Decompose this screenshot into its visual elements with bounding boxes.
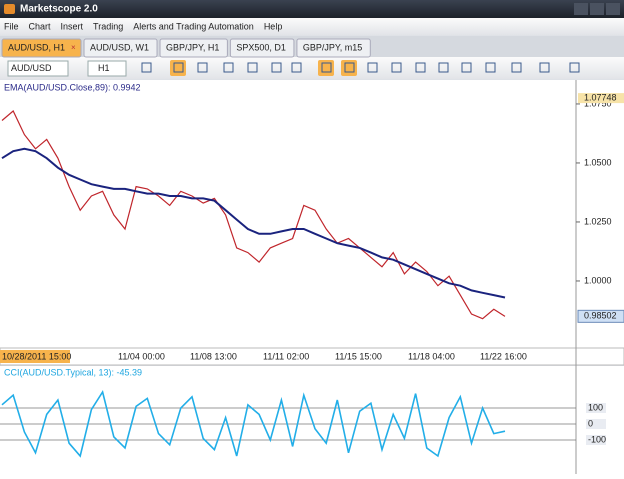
top-price-box xyxy=(578,93,624,104)
menu-item[interactable]: Chart xyxy=(29,21,52,31)
toolbar-icon xyxy=(321,62,332,73)
cci-plot xyxy=(0,366,576,474)
toolbar-icon xyxy=(173,62,184,73)
toolbar-icon xyxy=(197,62,208,73)
y-tick-label: 1.0000 xyxy=(584,275,612,285)
time-axis xyxy=(0,347,624,366)
menu-item[interactable]: Alerts and Trading Automation xyxy=(133,21,254,31)
symbol-combo[interactable] xyxy=(7,60,69,77)
toolbar-icon xyxy=(223,62,234,73)
maximize-button[interactable] xyxy=(590,3,604,15)
current-price-label: 0.98502 xyxy=(584,311,617,321)
start-date-box xyxy=(0,350,70,363)
title-bar xyxy=(0,0,624,18)
minimize-button[interactable] xyxy=(574,3,588,15)
cci-tick-label: 0 xyxy=(588,418,593,428)
toolbar-icon xyxy=(247,62,258,73)
period-value: H1 xyxy=(98,63,110,73)
y-tick-label: 1.0750 xyxy=(584,98,612,108)
cci-label: CCI(AUD/USD.Typical, 13): -45.39 xyxy=(4,367,142,377)
x-tick-label: 11/18 04:00 xyxy=(408,351,455,361)
toolbar-icon xyxy=(569,62,580,73)
ema-label: EMA(AUD/USD.Close,89): 0.9942 xyxy=(4,82,141,92)
x-tick-label: 10/28/2011 15:00 xyxy=(2,351,71,361)
toolbar-icon xyxy=(271,62,282,73)
tab[interactable] xyxy=(296,38,371,58)
cci-tick-box xyxy=(586,435,606,445)
toolbar-icon xyxy=(344,62,355,73)
tab-label: AUD/USD, W1 xyxy=(90,42,149,52)
price-axis xyxy=(576,80,624,348)
x-tick-label: 11/15 15:00 xyxy=(335,351,382,361)
menu-item[interactable]: Help xyxy=(264,21,283,31)
cci-tick-box xyxy=(586,403,606,413)
current-price-box xyxy=(577,309,624,323)
tab[interactable] xyxy=(1,38,82,58)
tab-label: GBP/JPY, H1 xyxy=(166,42,219,52)
symbol-value: AUD/USD xyxy=(11,63,52,73)
app-icon xyxy=(4,4,15,14)
toolbar-button[interactable] xyxy=(318,60,334,76)
window-title: Marketscope 2.0 xyxy=(20,4,98,15)
y-tick-label: 1.0250 xyxy=(584,216,612,226)
toolbar-icon xyxy=(461,62,472,73)
menu-item[interactable]: File xyxy=(4,21,19,31)
top-price-label: 1.07748 xyxy=(584,92,617,102)
period-combo[interactable] xyxy=(87,60,127,77)
tab-label: AUD/USD, H1 xyxy=(8,42,65,52)
x-tick-label: 11/22 16:00 xyxy=(480,351,527,361)
price-line xyxy=(1,110,506,320)
tab-label: GBP/JPY, m15 xyxy=(303,42,362,52)
menu-item[interactable]: Trading xyxy=(93,21,123,31)
toolbar-button[interactable] xyxy=(341,60,357,76)
close-button[interactable] xyxy=(606,3,620,15)
x-tick-label: 11/08 13:00 xyxy=(190,351,237,361)
tab-label: SPX500, D1 xyxy=(236,42,286,52)
tab-close: × xyxy=(71,43,76,52)
tab[interactable] xyxy=(159,38,228,58)
price-plot xyxy=(0,80,576,348)
cci-line xyxy=(1,389,506,458)
toolbar-button[interactable] xyxy=(170,60,186,76)
x-tick-label: 11/11 02:00 xyxy=(263,351,309,361)
menu-item[interactable]: Insert xyxy=(61,21,84,31)
toolbar-icon xyxy=(485,62,496,73)
menu-bar xyxy=(0,18,624,35)
toolbar-icon xyxy=(511,62,522,73)
ema-line xyxy=(1,147,506,299)
toolbar-icon xyxy=(438,62,449,73)
cci-tick-label: 100 xyxy=(588,402,603,412)
toolbar-icon xyxy=(415,62,426,73)
y-tick-label: 1.0500 xyxy=(584,157,612,167)
cci-tick-box xyxy=(586,419,606,429)
tab[interactable] xyxy=(229,38,295,58)
toolbar-icon xyxy=(367,62,378,73)
toolbar-icon xyxy=(391,62,402,73)
toolbar-icon xyxy=(539,62,550,73)
toolbar-icon xyxy=(141,62,152,73)
cci-tick-label: -100 xyxy=(588,434,606,444)
tab[interactable] xyxy=(83,38,158,58)
toolbar-icon xyxy=(291,62,302,73)
x-tick-label: 11/04 00:00 xyxy=(118,351,165,361)
